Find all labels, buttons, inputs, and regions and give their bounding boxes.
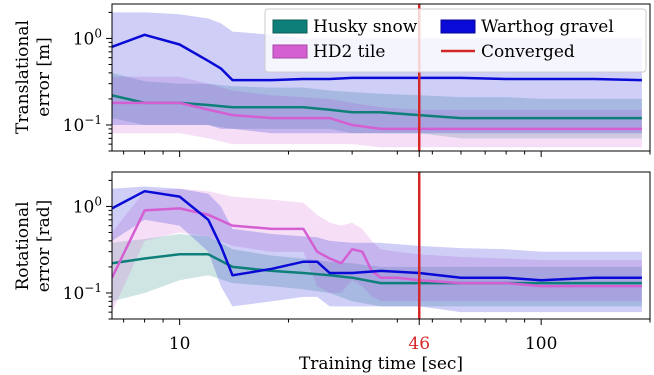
band-hd2-tile [112,188,642,313]
y-axis-label-line1: Rotational [13,201,33,290]
panel-frame [111,3,651,152]
legend-label-warthog-gravel: Warthog gravel [481,17,614,37]
y-tick-label: 100 [73,26,102,49]
legend-item-warthog-gravel: Warthog gravel [440,17,614,37]
legend-box [264,8,647,73]
legend-swatch-warthog-gravel [440,19,476,34]
y-tick-label: 10−1 [63,113,102,136]
y-tick-label-base: 10 [63,284,85,304]
legend-swatch-husky-snow [272,19,308,34]
legend-swatch-hd2-tile [272,44,308,59]
line-husky-snow [112,253,642,285]
legend-label-converged: Converged [481,42,575,62]
y-tick-label: 10−1 [63,281,102,304]
y-tick-label-exponent: −1 [84,113,102,127]
y-axis-label-line2: error [m] [34,37,54,116]
legend-item-husky-snow: Husky snow [272,17,418,37]
line-hd2-tile [112,101,642,131]
y-axis-label-line2: error [rad] [34,200,54,293]
band-warthog-gravel [112,186,642,313]
line-hd2-tile [112,207,642,288]
y-tick-label: 100 [73,194,102,217]
y-tick-label-exponent: −1 [84,281,102,295]
legend-item-converged: Converged [441,42,575,62]
converged-tick-label: 46 [408,334,430,354]
y-axis-label-line1: Translational [13,20,33,134]
legend-item-hd2-tile: HD2 tile [272,42,385,62]
legend-label-husky-snow: Husky snow [313,17,418,37]
y-tick-label-base: 10 [73,29,95,49]
legend-label-hd2-tile: HD2 tile [313,42,385,62]
panel-frame [111,171,651,320]
y-tick-label-exponent: 0 [94,194,102,208]
line-warthog-gravel [112,33,642,82]
x-axis-label: Training time [sec] [299,354,463,374]
band-husky-snow [112,72,642,139]
legend: Husky snow HD2 tile Warthog gravel Conve… [264,8,647,73]
y-tick-label-base: 10 [73,197,95,217]
y-tick-label-base: 10 [63,116,85,136]
line-husky-snow [112,94,642,120]
x-tick-label-100: 100 [525,334,557,354]
y-tick-label-exponent: 0 [94,26,102,40]
line-warthog-gravel [112,189,642,282]
x-tick-label-10: 10 [169,334,191,354]
